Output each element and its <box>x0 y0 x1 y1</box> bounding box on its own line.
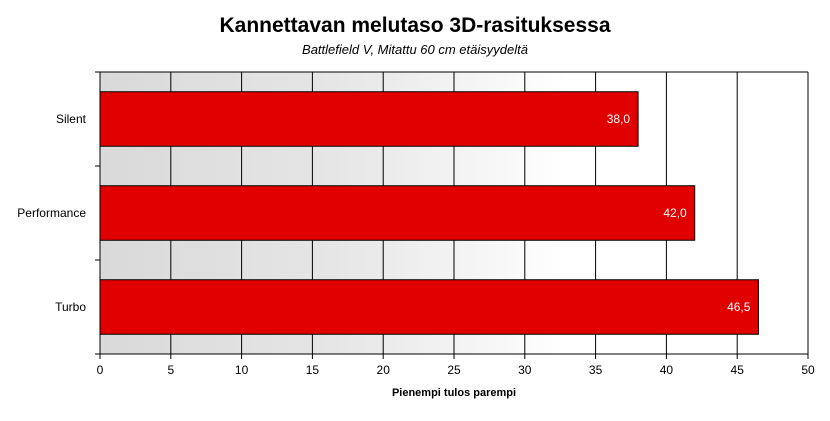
x-tick-label: 50 <box>801 363 815 377</box>
plot-area: 0 5 10 15 20 25 30 35 40 45 50 Silent 38,0 Performanc… <box>17 71 815 377</box>
x-tick-label: 35 <box>589 363 603 377</box>
bar-turbo <box>99 279 759 335</box>
x-tick-label: 30 <box>518 363 532 377</box>
bar-silent <box>99 91 639 147</box>
x-tick-label: 10 <box>235 363 249 377</box>
x-axis-title: Pienempi tulos parempi <box>392 387 516 399</box>
chart-title: Kannettavan melutaso 3D-rasituksessa <box>220 14 611 37</box>
category-label: Performance <box>17 206 86 220</box>
x-tick-label: 0 <box>97 363 104 377</box>
x-tick-label: 45 <box>731 363 745 377</box>
x-tick-label: 40 <box>660 363 674 377</box>
data-label: 38,0 <box>607 112 631 126</box>
data-label: 42,0 <box>663 206 687 220</box>
bar-performance <box>99 185 696 241</box>
x-tick-label: 20 <box>377 363 391 377</box>
chart-subtitle: Battlefield V, Mitattu 60 cm etäisyydelt… <box>302 42 528 57</box>
data-label: 46,5 <box>727 300 751 314</box>
x-tick-label: 15 <box>306 363 320 377</box>
category-label: Turbo <box>55 300 86 314</box>
x-tick-label: 25 <box>447 363 461 377</box>
category-label: Silent <box>56 112 87 126</box>
x-tick-label: 5 <box>167 363 174 377</box>
